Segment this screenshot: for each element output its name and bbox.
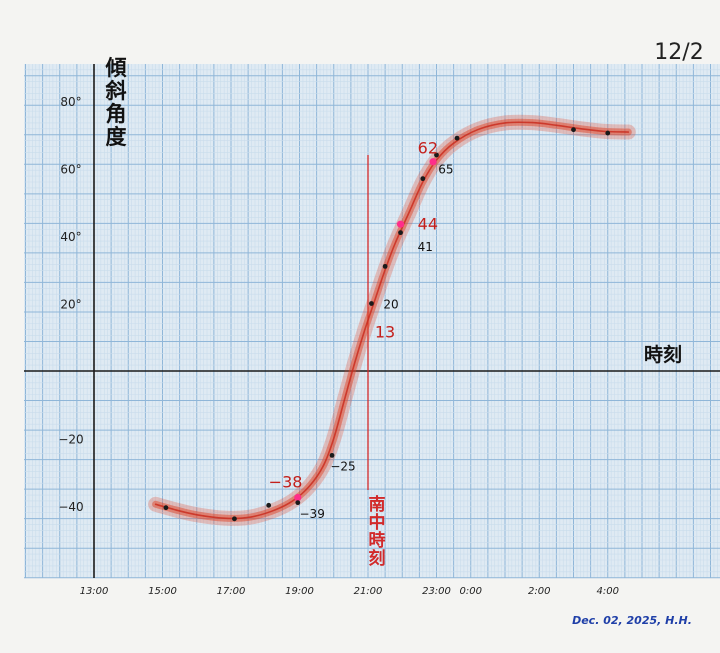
axes xyxy=(24,64,720,578)
data-label: −39 xyxy=(300,507,325,521)
y-tick-label: −40 xyxy=(58,500,83,514)
data-point xyxy=(232,516,237,522)
data-label: 65 xyxy=(438,163,453,177)
data-label: 13 xyxy=(375,322,395,341)
grid-background xyxy=(24,64,720,578)
data-point xyxy=(382,263,388,269)
x-tick-label: 19:00 xyxy=(285,586,314,597)
data-point xyxy=(329,452,335,458)
signature: Dec. 02, 2025, H.H. xyxy=(572,614,692,627)
curve-line xyxy=(154,121,630,520)
marked-point xyxy=(294,493,302,502)
marked-point xyxy=(429,158,437,166)
data-label: 41 xyxy=(418,240,433,254)
data-point xyxy=(163,505,169,511)
data-points xyxy=(163,127,611,522)
y-tick-label: 40° xyxy=(60,230,81,244)
data-label: 62 xyxy=(418,138,438,157)
meridian-label: 南中時刻 xyxy=(369,494,386,569)
x-tick-label: 23:00 xyxy=(422,586,451,597)
data-label: 44 xyxy=(418,214,438,233)
x-tick-label: 21:00 xyxy=(354,586,383,597)
data-point xyxy=(420,176,426,182)
page-number: 12/2 xyxy=(654,40,703,65)
data-point xyxy=(434,152,439,158)
data-point xyxy=(605,130,611,136)
tick-labels: 13:00 15:00 17:00 19:00 21:00 23:00 0:00 2:00 4:… xyxy=(58,95,619,597)
y-axis-title: 傾斜角度 xyxy=(105,56,128,149)
x-tick-label: 17:00 xyxy=(217,586,246,597)
y-tick-label: 60° xyxy=(60,163,81,177)
y-tick-label: −20 xyxy=(58,433,83,447)
marked-point xyxy=(396,220,405,228)
x-tick-label: 4:00 xyxy=(597,586,619,597)
x-tick-label: 2:00 xyxy=(528,586,550,597)
data-point xyxy=(571,127,576,133)
grid xyxy=(24,64,720,579)
data-label: 20 xyxy=(383,298,398,312)
data-label: −25 xyxy=(330,460,355,474)
data-point xyxy=(454,135,460,141)
data-label: −38 xyxy=(269,472,303,491)
y-tick-label: 20° xyxy=(60,298,81,312)
fitted-curve xyxy=(148,114,636,526)
data-point xyxy=(266,502,272,508)
x-tick-label: 13:00 xyxy=(80,586,109,597)
data-point xyxy=(369,301,374,306)
x-tick-label: 15:00 xyxy=(148,586,177,597)
x-axis-title: 時刻 xyxy=(644,343,682,366)
data-point xyxy=(398,230,403,236)
data-point xyxy=(295,500,301,506)
y-tick-label: 80° xyxy=(60,95,81,109)
x-tick-label: 0:00 xyxy=(460,586,482,597)
